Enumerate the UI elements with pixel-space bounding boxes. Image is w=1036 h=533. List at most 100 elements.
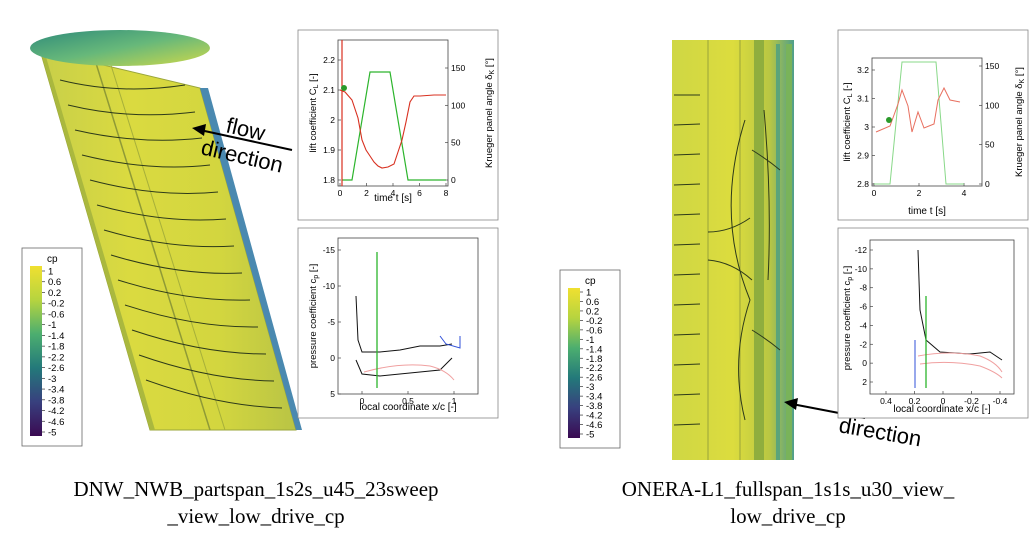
right-colorbar-tick-label: -5 [586, 430, 594, 441]
left-colorbar-tick-label: -1.4 [48, 331, 64, 342]
right-cp-xtick-label: 0.4 [880, 396, 892, 406]
right-colorbar-tick-label: -3.8 [586, 401, 602, 412]
right-cp-ytick-label: 2 [862, 377, 867, 387]
left-colorbar-title: cp [47, 254, 58, 265]
left-colorbar-tick-label: -5 [48, 428, 56, 439]
left-colorbar-tick-label: -4.2 [48, 406, 64, 417]
right-cp-ytick-label: 0 [862, 358, 867, 368]
left-cp-lower-line [355, 357, 453, 377]
right-lift-ytick-label: 2.8 [857, 179, 869, 189]
left-krueger-angle-line [342, 71, 446, 181]
left-lift-xtick-label: 4 [391, 188, 396, 198]
left-lift-y2tick-label: 50 [451, 138, 461, 148]
left-cp-ytick-label: 0 [330, 353, 335, 363]
right-lift-ytick-label: 3.2 [857, 65, 869, 75]
left-colorbar-tick-label: -4.6 [48, 417, 64, 428]
right-colorbar-tick-label: 0.2 [586, 306, 599, 317]
right-colorbar-tick-label: -1 [586, 335, 594, 346]
left-cp-reference-line [363, 364, 455, 381]
right-cp-reference-line [917, 352, 1003, 373]
right-colorbar-tick-label: -1.4 [586, 344, 602, 355]
right-cp-reference-line-2 [919, 361, 1003, 379]
right-cp-ytick-label: -12 [855, 245, 868, 255]
right-figure-canvas: flow direction cp 10.60.2-0.2-0.6-1-1.4-… [540, 0, 1036, 460]
left-caption-line1: DNW_NWB_partspan_1s2s_u45_23sweep [73, 477, 439, 501]
left-colorbar-tick-label: -2.2 [48, 352, 64, 363]
left-colorbar-tick-label: -0.2 [48, 299, 64, 310]
left-lift-coefficient-line [339, 89, 446, 169]
right-pressure-ylabel: pressure coefficient cp [-] [842, 266, 854, 371]
right-colorbar-title: cp [585, 276, 596, 287]
left-lift-ytick-label: 2 [330, 115, 335, 125]
right-lift-xlabel: time t [s] [908, 206, 946, 217]
left-colorbar-tick-label: -1 [48, 320, 56, 331]
left-lift-ytick-label: 2.1 [323, 85, 335, 95]
left-figure-canvas: flow direction cp 10.60.2-0.2-0.6-1-1.4-… [0, 0, 512, 460]
left-wing-surface [39, 49, 302, 431]
left-lift-chart: 0 2 4 6 8 2.2 2.1 2 1.9 1.8 150 100 50 0 time t [s] l… [297, 29, 499, 221]
right-krueger-ylabel: Krueger panel angle δK [°] [1014, 67, 1026, 177]
left-flow-arrow [199, 129, 293, 151]
right-cp-ytick-label: -10 [855, 264, 868, 274]
right-lift-y2tick-label: 50 [985, 140, 995, 150]
left-colorbar-tick-label: -1.8 [48, 342, 64, 353]
right-lift-xtick-label: 0 [872, 188, 877, 198]
left-lift-ylabel: lift coefficient CL [-] [308, 73, 320, 152]
left-lift-ytick-label: 2.2 [323, 55, 335, 65]
right-lift-y2tick-label: 100 [985, 100, 999, 110]
right-lift-xtick-label: 2 [917, 188, 922, 198]
right-colorbar-tick-label: -1.8 [586, 354, 602, 365]
left-lift-y2tick-label: 150 [451, 63, 465, 73]
left-cp-ytick-label: -5 [327, 317, 335, 327]
left-colorbar-tick-label: -0.6 [48, 309, 64, 320]
left-lift-ytick-label: 1.8 [323, 175, 335, 185]
right-colorbar-tick-label: -0.2 [586, 316, 602, 327]
left-cp-upper-line [355, 295, 453, 353]
left-lift-y2tick-label: 100 [451, 100, 465, 110]
right-cp-ytick-label: -8 [859, 283, 867, 293]
right-colorbar-tick-label: -0.6 [586, 325, 602, 336]
left-lift-xlabel: time t [s] [374, 193, 412, 204]
left-cp-ytick-label: -10 [323, 281, 336, 291]
right-pressure-xlabel: local coordinate x/c [-] [893, 404, 990, 415]
left-figure-panel: flow direction cp 1 0.6 0.2 -0.2 -0.6 -1 -1.4-… [0, 0, 512, 460]
right-caption-line2: low_drive_cp [730, 504, 846, 528]
right-cp-xtick-label: -0.4 [993, 396, 1008, 406]
right-pressure-plot-area [869, 239, 1015, 395]
left-nacelle-shape [30, 30, 210, 66]
right-cp-upper-line [917, 249, 1003, 361]
left-lift-xtick-label: 8 [444, 188, 449, 198]
left-lift-ytick-label: 1.9 [323, 145, 335, 155]
left-colorbar-tick-label: 0.2 [48, 288, 61, 299]
left-colorbar-tick-label: 1 [48, 267, 53, 278]
right-cp-xtick-label: -0.2 [964, 396, 979, 406]
left-colorbar-tick-label: -3 [48, 374, 56, 385]
right-colorbar-tick-label: 0.6 [586, 297, 599, 308]
left-lift-y2tick-label: 0 [451, 175, 456, 185]
left-krueger-ylabel: Krueger panel angle δK [°] [484, 58, 496, 168]
left-caption-line2: _view_low_drive_cp [167, 504, 345, 528]
right-lift-plot-area [871, 57, 983, 187]
right-lift-ytick-label: 3 [864, 122, 869, 132]
right-colorbar-tick-label: -2.6 [586, 373, 602, 384]
right-cp-ytick-label: -6 [859, 302, 867, 312]
left-lift-xtick-label: 2 [364, 188, 369, 198]
right-lift-y2tick-label: 150 [985, 61, 999, 71]
right-colorbar-tick-label: 1 [586, 288, 591, 299]
right-colorbar-tick-label: -4.2 [586, 411, 602, 422]
right-krueger-angle-line [874, 61, 964, 185]
right-colorbar-tick-label: -4.6 [586, 420, 602, 431]
right-streamlines [673, 94, 781, 426]
right-pressure-chart: 0.4 0.2 0 -0.2 -0.4 -12 -10 -8 -6 -4 -2 0 2 local co… [837, 227, 1029, 419]
right-caption: ONERA-L1_fullspan_1s1s_u30_view_ low_dri… [540, 476, 1036, 530]
left-cp-xtick-label: 0.5 [402, 396, 414, 406]
right-lift-ylabel: lift coefficient CL [-] [842, 82, 854, 161]
left-cp-xtick-label: 0 [360, 396, 365, 406]
right-cp-xtick-label: 0.2 [909, 396, 921, 406]
left-lift-xtick-label: 6 [417, 188, 422, 198]
left-cp-xtick-label: 1 [452, 396, 457, 406]
left-colorbar: cp 10.60.2-0.2-0.6-1-1.4-1.8-2.2-2.6-3-3… [21, 247, 83, 447]
left-colorbar-tick-label: 0.6 [48, 277, 61, 288]
right-caption-line1: ONERA-L1_fullspan_1s1s_u30_view_ [621, 477, 955, 501]
left-flow-arrowhead [192, 124, 206, 136]
